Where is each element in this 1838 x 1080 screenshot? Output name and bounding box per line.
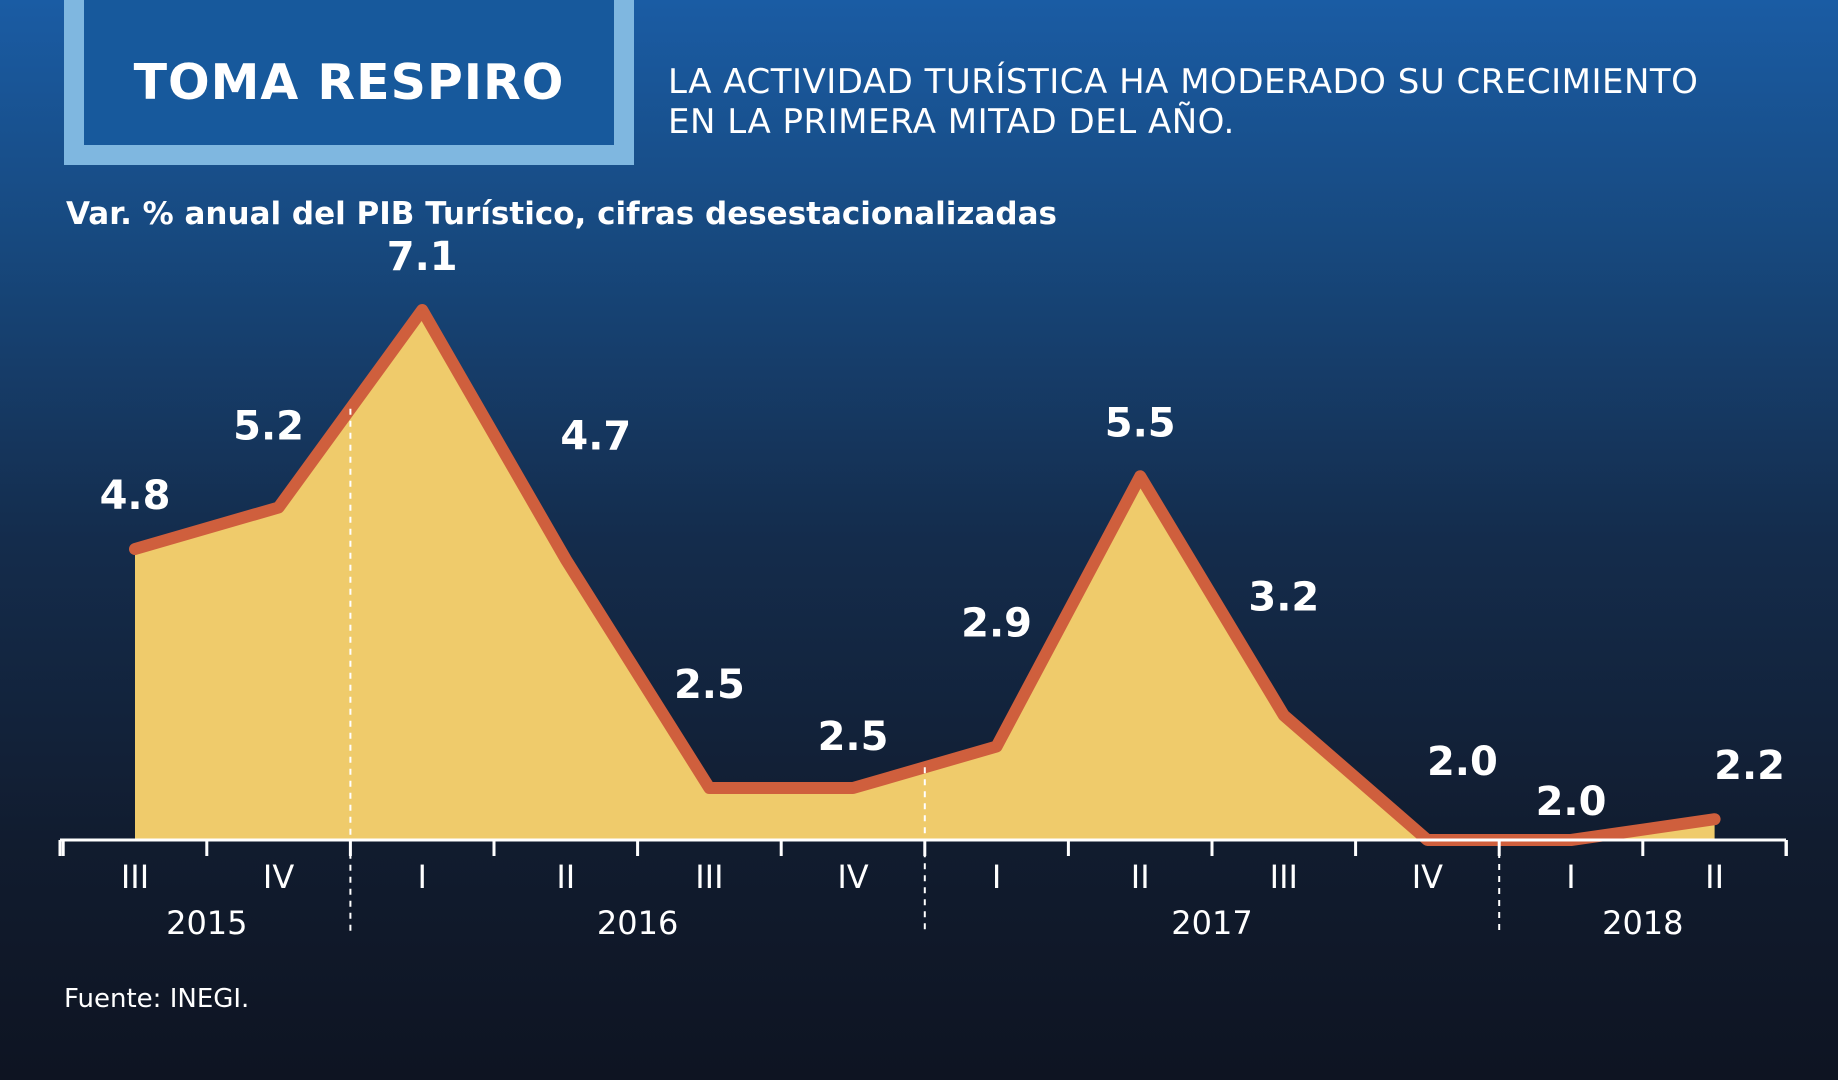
- headline-line-2: EN LA PRIMERA MITAD DEL AÑO.: [668, 102, 1235, 142]
- x-tick-label: II: [1131, 858, 1150, 896]
- data-point: [421, 309, 424, 311]
- x-tick-label: III: [121, 858, 149, 896]
- data-point: [1282, 714, 1285, 717]
- data-label: 4.8: [100, 473, 171, 519]
- data-label: 5.2: [233, 403, 304, 449]
- year-label: 2016: [597, 904, 678, 942]
- chart-subtitle: Var. % anual del PIB Turístico, cifras d…: [66, 196, 1057, 232]
- data-point: [995, 745, 998, 748]
- x-tick-label: IV: [837, 858, 868, 896]
- data-label: 2.0: [1536, 779, 1607, 825]
- headline-line-1: LA ACTIVIDAD TURÍSTICA HA MODERADO SU CR…: [668, 62, 1699, 102]
- data-point: [1139, 475, 1142, 478]
- data-label: 5.5: [1105, 400, 1176, 446]
- data-point: [277, 506, 280, 509]
- year-label: 2015: [166, 904, 247, 942]
- data-point: [708, 787, 711, 790]
- source-note: Fuente: INEGI.: [64, 984, 250, 1014]
- data-label: 2.5: [674, 662, 745, 708]
- x-tick-label: I: [1566, 858, 1575, 896]
- year-label: 2017: [1171, 904, 1252, 942]
- data-point: [564, 558, 567, 561]
- x-tick-label: II: [1705, 858, 1724, 896]
- data-point: [852, 787, 854, 790]
- data-point: [1713, 818, 1716, 821]
- data-label: 2.5: [818, 714, 889, 760]
- data-label: 3.2: [1248, 574, 1319, 620]
- page-title: TOMA RESPIRO: [133, 54, 565, 111]
- title-frame: TOMA RESPIRO: [64, 0, 634, 165]
- data-label: 2.9: [961, 600, 1032, 646]
- x-tick-label: II: [556, 858, 575, 896]
- title-badge: TOMA RESPIRO: [84, 0, 614, 145]
- data-label: 2.0: [1427, 739, 1498, 785]
- data-label: 7.1: [387, 234, 458, 280]
- x-tick-label: III: [695, 858, 723, 896]
- x-tick-label: I: [992, 858, 1001, 896]
- area-fill: [135, 310, 1715, 840]
- data-label: 4.7: [560, 413, 631, 459]
- x-tick-label: IV: [263, 858, 294, 896]
- x-tick-label: III: [1270, 858, 1298, 896]
- data-label: 2.2: [1714, 743, 1785, 789]
- year-label: 2018: [1602, 904, 1683, 942]
- x-tick-label: I: [417, 858, 426, 896]
- x-tick-label: IV: [1412, 858, 1443, 896]
- data-point: [134, 548, 136, 551]
- headline: LA ACTIVIDAD TURÍSTICA HA MODERADO SU CR…: [668, 62, 1718, 142]
